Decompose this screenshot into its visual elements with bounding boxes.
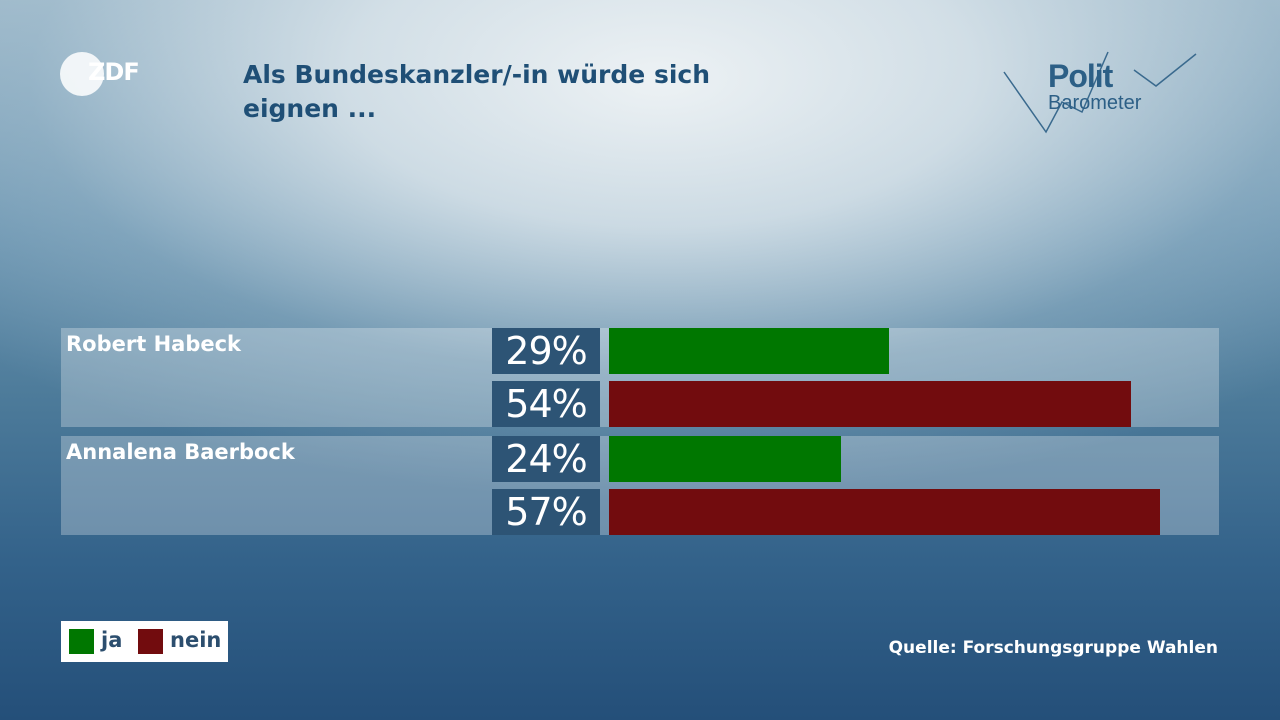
bar-nein — [609, 381, 1131, 427]
legend-swatch-ja — [69, 629, 94, 654]
legend-swatch-nein — [138, 629, 163, 654]
bar-ja — [609, 436, 841, 482]
data-label-ja: 24% — [492, 436, 600, 482]
category-label: Robert Habeck — [66, 332, 242, 356]
zdf-logo-circle — [60, 52, 104, 96]
data-label-nein: 54% — [492, 381, 600, 427]
source-note: Quelle: Forschungsgruppe Wahlen — [888, 638, 1218, 658]
zdf-logo: ZDF — [60, 52, 150, 96]
politbarometer-zigzag-icon — [1003, 51, 1197, 134]
legend-label-ja: ja — [101, 628, 123, 652]
bar-nein — [609, 489, 1160, 535]
chart-title: Als Bundeskanzler/-in würde sich eignen … — [243, 60, 711, 123]
data-label-nein: 57% — [492, 489, 600, 535]
legend: ja nein — [61, 621, 228, 662]
data-label-ja: 29% — [492, 328, 600, 374]
bar-ja — [609, 328, 889, 374]
legend-label-nein: nein — [170, 628, 222, 652]
politbarometer-logo-line1: Polit — [1048, 58, 1113, 94]
politbarometer-logo: Polit Barometer — [1000, 48, 1200, 138]
politbarometer-logo-line2: Barometer — [1048, 92, 1142, 114]
category-label: Annalena Baerbock — [66, 440, 295, 464]
zdf-logo-text: ZDF — [88, 58, 140, 86]
